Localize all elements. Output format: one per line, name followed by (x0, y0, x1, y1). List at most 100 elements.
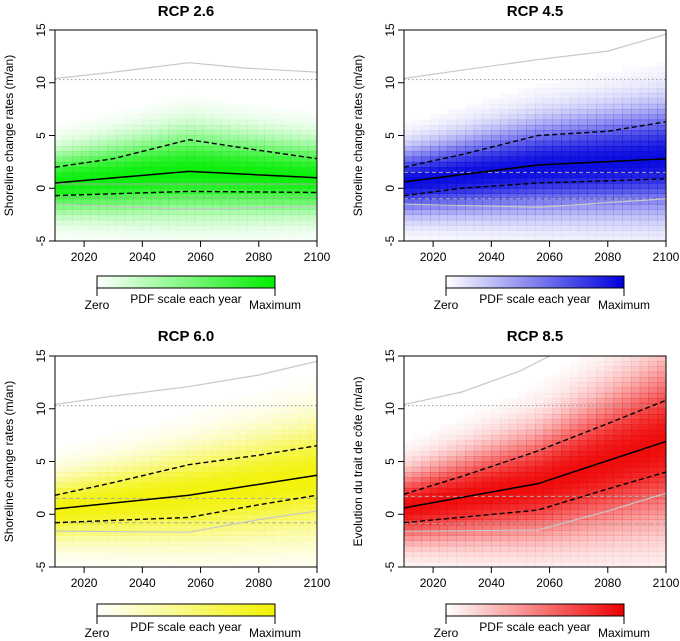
density-cell (517, 456, 527, 462)
density-cell (255, 461, 265, 468)
density-cell (622, 98, 632, 105)
density-cell (404, 561, 414, 568)
density-cell (631, 461, 641, 468)
density-cell (569, 140, 580, 147)
density-cell (194, 440, 204, 447)
density-cell (55, 198, 65, 205)
density-cell (430, 167, 440, 173)
density-cell (247, 530, 257, 536)
density-cell (569, 556, 580, 563)
density-cell (133, 140, 143, 147)
density-cell (247, 424, 257, 431)
density-cell (631, 156, 641, 163)
density-cell (255, 524, 265, 531)
density-cell (186, 109, 196, 115)
density-cell (247, 198, 257, 205)
density-cell (238, 198, 248, 205)
density-cell (81, 146, 91, 152)
density-cell (265, 104, 274, 110)
density-cell (517, 477, 527, 484)
density-cell (622, 82, 632, 89)
density-cell (212, 466, 222, 473)
density-cell (587, 561, 597, 568)
density-cell (308, 172, 318, 179)
density-cell (569, 514, 580, 520)
density-cell (212, 535, 222, 542)
density-cell (587, 198, 597, 205)
density-cell (404, 161, 414, 168)
density-cell (404, 540, 414, 547)
density-cell (639, 151, 649, 157)
density-cell (631, 556, 641, 563)
density-cell (447, 230, 457, 237)
density-cell (55, 556, 65, 563)
density-cell (579, 356, 588, 362)
density-cell (168, 161, 178, 168)
density-cell (500, 109, 510, 115)
density-cell (456, 503, 466, 510)
density-cell (526, 551, 536, 557)
density-cell (63, 198, 73, 205)
density-cell (124, 188, 134, 194)
panel-title: RCP 2.6 (158, 3, 214, 20)
density-cell (238, 124, 248, 131)
density-cell (264, 477, 274, 484)
density-cell (604, 172, 614, 179)
density-cell (299, 530, 309, 536)
density-cell (220, 477, 231, 484)
density-cell (133, 540, 143, 547)
density-cell (255, 119, 265, 126)
density-cell (177, 204, 187, 210)
density-cell (412, 450, 422, 457)
density-cell (631, 103, 641, 110)
density-cell (308, 214, 318, 221)
density-cell (229, 429, 239, 436)
density-cell (596, 419, 606, 425)
density-cell (151, 477, 161, 484)
legend-zero-label: Zero (434, 298, 459, 312)
density-cell (255, 140, 265, 147)
density-cell (142, 198, 152, 205)
density-cell (203, 119, 213, 126)
density-cell (622, 551, 632, 557)
density-cell (517, 493, 527, 499)
density-cell (561, 130, 571, 136)
density-cell (535, 551, 545, 557)
density-cell (299, 167, 309, 173)
density-cell (631, 114, 641, 121)
density-cell (569, 540, 580, 547)
density-cell (107, 466, 117, 473)
density-cell (569, 235, 580, 242)
density-cell (526, 466, 536, 473)
density-cell (282, 130, 292, 136)
density-cell (55, 219, 65, 226)
density-cell (142, 104, 151, 110)
density-cell (543, 167, 553, 173)
density-cell (273, 524, 283, 531)
density-cell (220, 493, 231, 499)
density-cell (578, 414, 588, 420)
density-cell (220, 182, 231, 189)
density-cell (430, 440, 440, 447)
density-cell (194, 482, 204, 489)
density-cell (186, 466, 196, 473)
density-cell (639, 398, 649, 404)
density-cell (604, 182, 614, 189)
density-cell (657, 193, 667, 200)
density-cell (508, 188, 518, 194)
density-cell (622, 109, 632, 115)
density-cell (569, 119, 580, 126)
density-cell (98, 450, 108, 457)
density-cell (622, 167, 632, 173)
density-cell (255, 219, 265, 226)
density-cell (578, 440, 588, 447)
density-cell (517, 177, 527, 184)
density-cell (63, 524, 73, 531)
density-cell (177, 456, 187, 462)
density-cell (631, 524, 641, 531)
density-cell (561, 461, 571, 468)
legend-zero-label: Zero (85, 298, 110, 312)
density-cell (203, 429, 213, 436)
density-cell (72, 182, 82, 189)
series-upper-bound (54, 139, 318, 168)
